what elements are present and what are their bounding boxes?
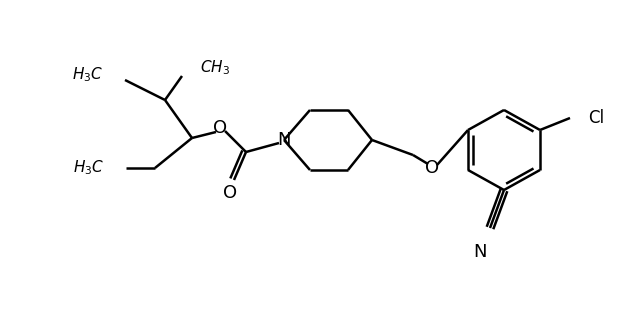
Text: O: O <box>425 159 439 177</box>
Text: Cl: Cl <box>588 109 604 127</box>
Text: N: N <box>473 243 487 261</box>
Text: O: O <box>223 184 237 202</box>
Text: $H_3C$: $H_3C$ <box>73 159 104 177</box>
Text: $CH_3$: $CH_3$ <box>200 59 230 77</box>
Text: N: N <box>277 131 291 149</box>
Text: $H_3C$: $H_3C$ <box>72 66 103 84</box>
Text: O: O <box>213 119 227 137</box>
